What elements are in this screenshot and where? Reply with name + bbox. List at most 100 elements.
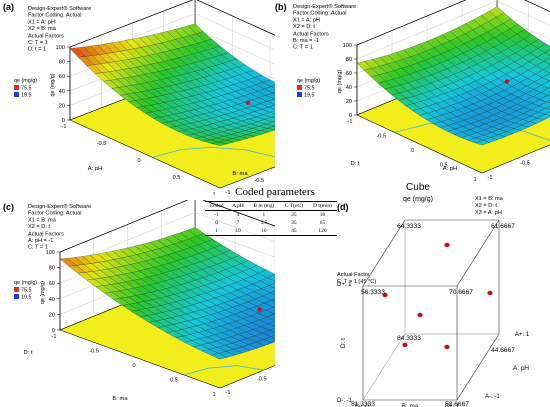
z-tick-label: 60: [49, 281, 55, 287]
corner-front-top-right: 70.6667: [449, 289, 473, 296]
x-tick-label: -0.5: [376, 134, 386, 140]
fixed-factor: C: T = 1: [28, 40, 48, 46]
cube-title: Cube: [406, 182, 430, 193]
z-tick-label: 80: [59, 60, 65, 66]
b-plus-label: B+: 1: [445, 404, 460, 407]
box-edge: [196, 0, 275, 36]
legend-max-swatch: [14, 85, 19, 90]
z-tick-label: 60: [346, 71, 352, 77]
a-plus-label: A+: 1: [515, 332, 530, 338]
surface-cell: [271, 298, 275, 302]
coding-label: Factor Coding: Actual: [28, 211, 81, 217]
response-surface: [59, 227, 275, 360]
surface-cell: [545, 105, 550, 110]
coding-label: Factor Coding: Actual: [293, 11, 346, 17]
panel-label: (c): [3, 202, 14, 212]
coding-label: Factor Coding: Actual: [28, 13, 81, 19]
a-minus-label: A-: -1: [485, 394, 500, 400]
x-axis-label: A: pH: [443, 166, 458, 172]
cube-edge: [362, 219, 406, 287]
software-label: Design-Expert® Software: [28, 5, 91, 12]
panel-c: (c) Design-Expert® Software Factor Coding:…: [0, 200, 275, 407]
table-cell: 10: [228, 227, 248, 236]
actual-factors-label: Actual Factors: [28, 34, 64, 40]
x-tick-label: 1: [212, 192, 215, 195]
factor-x2: X2 = D: t: [293, 24, 315, 30]
software-label: Design-Expert® Software: [28, 203, 91, 210]
actual-factors-label: Actual Factors: [293, 32, 329, 38]
table-header-cell: B m (mg): [247, 201, 280, 211]
x-tick-label: -0.5: [97, 141, 107, 147]
z-tick-label: 0: [349, 113, 352, 119]
z-axis-label: qe (mg/g): [40, 281, 46, 304]
factor-x2: X2 = D: t: [475, 203, 497, 209]
axis-y-label: D: t: [340, 338, 347, 348]
table-cell: 25: [291, 212, 297, 218]
factor-x1: X1 = A: pH: [293, 18, 320, 24]
corner-back-bottom-left: 84.3333: [397, 335, 421, 342]
wall-gridline: [194, 212, 275, 242]
x-tick-label: -1: [52, 334, 57, 340]
factor-x2: X2 = B: ma: [28, 26, 57, 32]
table-cell: 1: [262, 212, 266, 218]
table-cell: -1: [214, 212, 219, 218]
x-tick-label: 0: [132, 363, 135, 369]
wall-gridline: [194, 228, 275, 258]
z-tick-label: 20: [59, 103, 65, 109]
legend-max-swatch: [297, 85, 302, 90]
response-surface: [356, 6, 550, 146]
panel-b: (b) Design-Expert® Software Factor Coding:…: [275, 0, 550, 195]
coded-parameters: Coded parameters Coded A pH B m (mg) C T(oC…: [205, 186, 337, 236]
b-minus-label: B-: -1: [355, 404, 370, 407]
y-tick-label: -0.5: [257, 376, 267, 382]
surface-cell: [269, 290, 275, 296]
x-axis-label: A: pH: [88, 166, 103, 172]
design-point: [382, 292, 388, 298]
axis-z-label: A: pH: [513, 365, 529, 372]
z-tick-label: 100: [343, 43, 352, 49]
table-header-cell: D t(min): [307, 201, 337, 211]
fixed-factor: C: T = 1: [28, 245, 48, 251]
z-tick-label: 20: [346, 99, 352, 105]
response-surface: [69, 23, 275, 146]
y-tick-label: -1: [226, 190, 231, 195]
y-tick-label: -0.5: [520, 161, 530, 167]
fixed-factor: D: t = 1: [28, 47, 46, 53]
corner-back-top-left: 64.3333: [397, 223, 421, 230]
factor-x1: X1 = A: pH: [28, 20, 55, 26]
design-point: [257, 307, 262, 312]
z-axis-label: qe (mg/g): [50, 73, 56, 96]
z-tick-label: 60: [59, 74, 65, 80]
surface-cell: [187, 23, 204, 34]
y-tick-label: -1: [226, 390, 231, 396]
surface-cell: [544, 49, 550, 56]
wall-gridline: [496, 0, 550, 26]
panel-label: (a): [3, 2, 14, 12]
design-point: [487, 290, 493, 296]
z-tick-label: 40: [59, 89, 65, 95]
legend-unit: qe (mg/g): [14, 78, 37, 84]
legend-min-swatch: [14, 294, 19, 299]
box-edge: [356, 0, 467, 46]
panel-label: (b): [275, 2, 287, 12]
corner-back-top-right: 61.6667: [491, 223, 515, 230]
x-tick-label: 0: [411, 148, 414, 154]
table-header-cell: Coded: [205, 201, 229, 211]
y-axis-label: D: t: [350, 161, 359, 167]
table-cell: 45: [279, 227, 308, 236]
legend-unit: qe (mg/g): [14, 280, 37, 286]
legend-max-value: 75.5: [21, 86, 32, 92]
coded-parameters-table: Coded A pH B m (mg) C T(oC) D t(min) -1 4 1 25 1…: [205, 201, 337, 236]
surface-cell: [272, 306, 275, 309]
x-tick-label: 1: [473, 177, 476, 183]
y-tick-label: -1: [488, 175, 493, 181]
panel-a: (a) Design-Expert® Software Factor Coding:…: [0, 0, 275, 195]
z-tick-label: 40: [49, 297, 55, 303]
table-header-cell: C T(oC): [279, 201, 308, 211]
z-tick-label: 80: [49, 266, 55, 272]
table-cell: 120: [307, 227, 337, 236]
table-cell: 5.5: [260, 220, 268, 226]
table-cell: 10: [319, 212, 326, 218]
